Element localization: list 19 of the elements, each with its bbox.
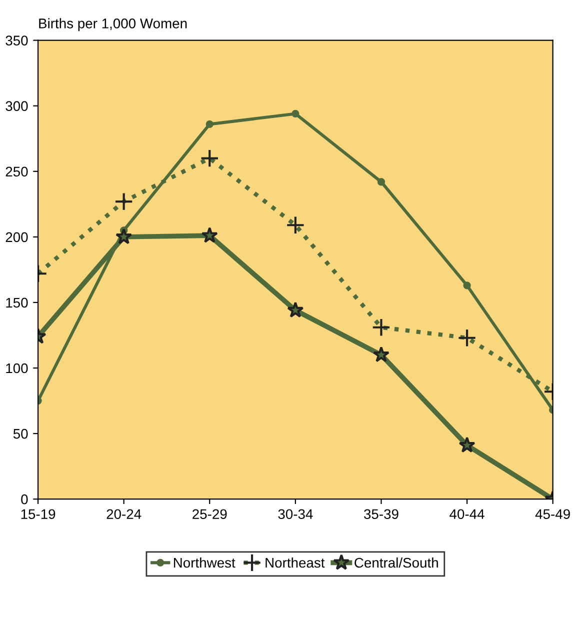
legend-label: Central/South	[354, 557, 438, 568]
y-tick-label: 350	[6, 36, 28, 46]
legend-label: Northwest	[174, 557, 236, 568]
y-tick-label: 100	[6, 363, 28, 374]
x-tick-label: 30-34	[278, 509, 313, 520]
x-tick-label: 15-19	[21, 509, 56, 520]
y-tick-label: 250	[6, 166, 28, 177]
x-tick-label: 20-24	[106, 509, 142, 520]
y-tick-label: 200	[6, 232, 28, 242]
x-tick-label: 35-39	[364, 509, 398, 520]
legend-label: Northeast	[266, 557, 325, 568]
y-axis-title: Births per 1,000 Women	[39, 18, 187, 32]
x-tick-label: 45-49	[535, 509, 570, 520]
y-tick-label: 50	[13, 428, 28, 439]
y-tick-label: 150	[6, 298, 28, 308]
y-tick-label: 0	[21, 494, 28, 504]
y-tick-label: 300	[6, 101, 28, 112]
x-tick-label: 25-29	[192, 509, 227, 520]
x-tick-label: 40-44	[450, 509, 484, 520]
